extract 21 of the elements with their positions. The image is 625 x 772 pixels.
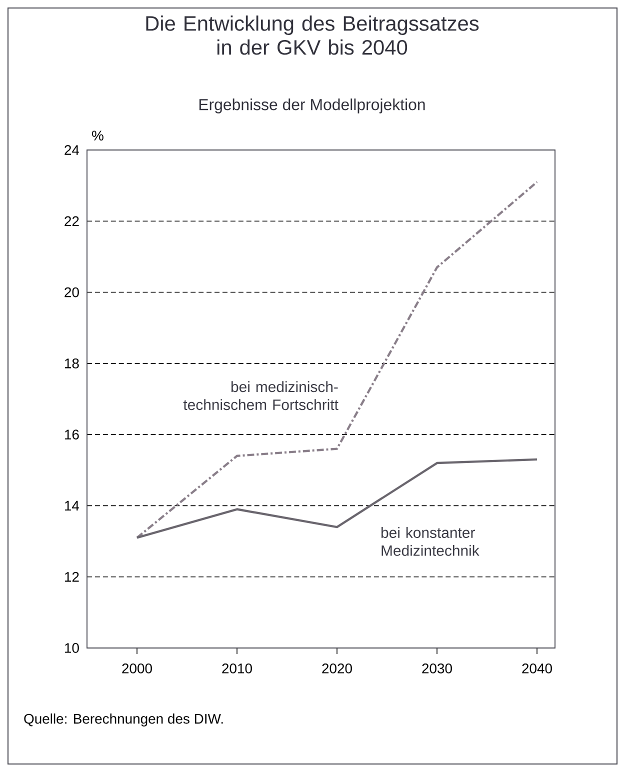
x-tick-label: 2020: [322, 664, 352, 674]
y-tick-label: 12: [65, 572, 79, 582]
source-note: Quelle: Berechnungen des DIW.: [24, 713, 223, 726]
y-tick-label: 14: [65, 500, 80, 511]
line-series: [136, 180, 538, 539]
series-label: bei konstanter Medizintechnik: [381, 527, 480, 556]
y-tick-label: 24: [64, 145, 80, 155]
x-tick-label: 2010: [222, 664, 252, 674]
chart-subtitle: Ergebnisse der Modellprojektion: [199, 98, 425, 114]
x-tick-label: 2040: [522, 664, 552, 674]
y-tick-label: 22: [64, 216, 79, 226]
y-tick-label: 18: [65, 358, 79, 368]
line-series: [136, 458, 538, 539]
chart-title: Die Entwicklung des Beitragssatzes in der GKV bis 2040: [146, 16, 479, 55]
y-tick-label: 20: [64, 287, 79, 298]
x-tick-label: 2000: [122, 664, 152, 674]
x-tick-label: 2030: [422, 664, 452, 674]
y-tick-label: 10: [65, 643, 79, 653]
series-label: bei medizinisch-technischem Fortschritt: [183, 381, 338, 410]
y-axis-title: %: [92, 130, 104, 140]
y-tick-label: 16: [65, 430, 79, 440]
